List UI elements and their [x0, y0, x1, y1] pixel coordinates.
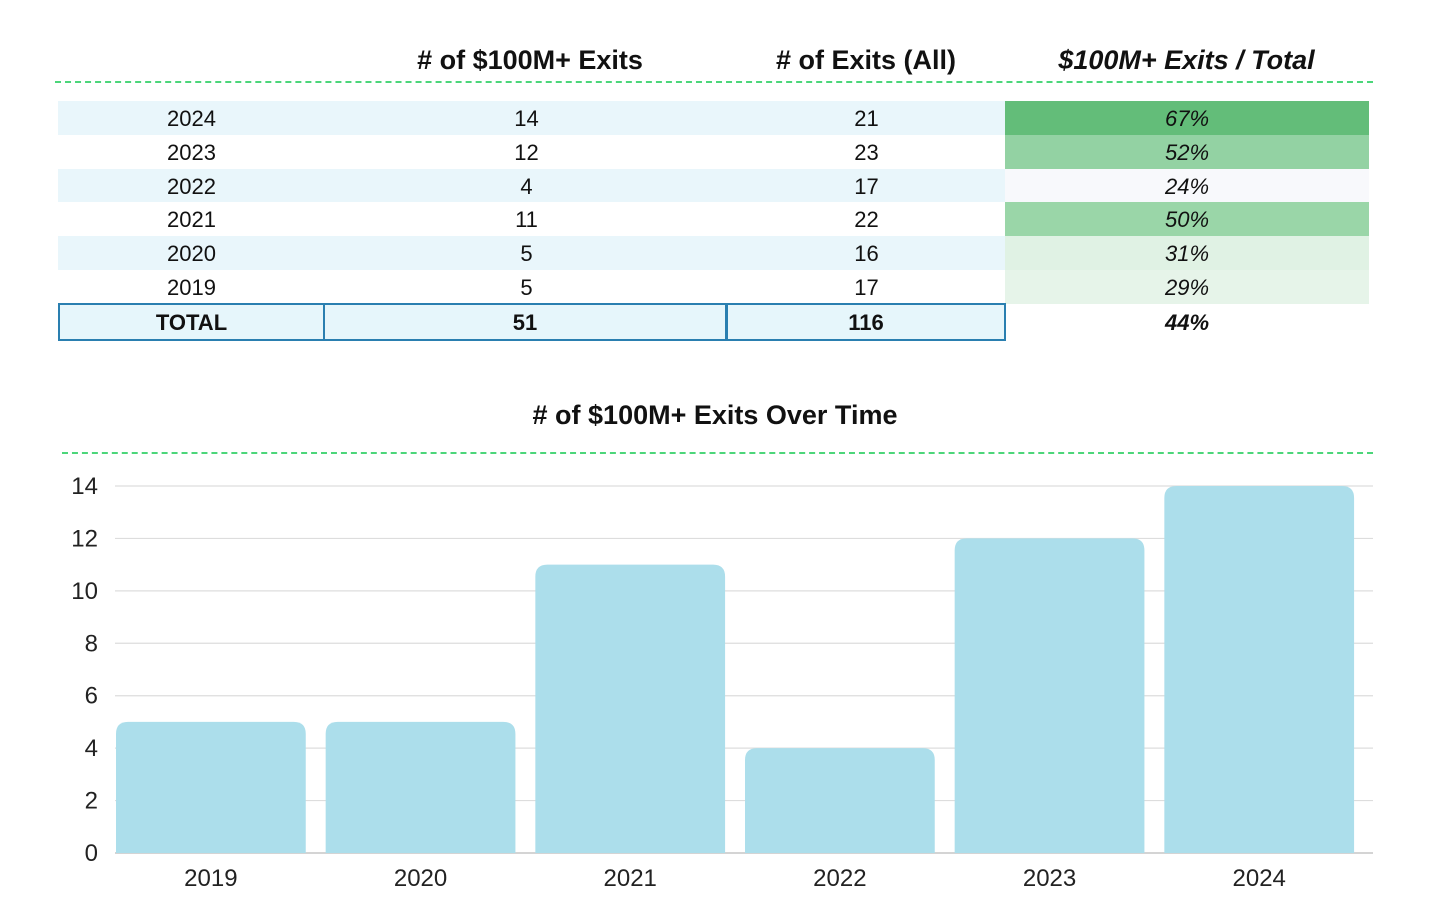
- y-tick-label: 0: [85, 840, 98, 867]
- bar-2019: [116, 721, 306, 853]
- big-exits-cell: 5: [325, 270, 728, 304]
- bar-2021: [535, 564, 726, 853]
- x-tick-label: 2024: [1233, 865, 1286, 892]
- y-tick-label: 12: [71, 525, 98, 552]
- all-exits-cell: 21: [728, 101, 1005, 135]
- header-ratio: $100M+ Exits / Total: [1058, 45, 1315, 75]
- y-tick-label: 4: [85, 735, 98, 762]
- table-row: 2019 5 17 29%: [58, 270, 1369, 304]
- total-all-exits: 116: [726, 303, 1006, 341]
- big-exits-cell: 12: [325, 135, 728, 169]
- bar-2022: [745, 748, 935, 853]
- bar-2023: [954, 538, 1145, 853]
- gridlines: [115, 485, 1373, 854]
- y-tick-label: 10: [71, 578, 98, 605]
- x-tick-label: 2022: [813, 865, 866, 892]
- y-tick-label: 14: [71, 473, 98, 500]
- year-cell: 2021: [58, 202, 325, 236]
- x-tick-label: 2020: [394, 865, 447, 892]
- y-tick-label: 8: [85, 630, 98, 657]
- all-exits-cell: 22: [728, 202, 1005, 236]
- chart-title-divider: [62, 452, 1373, 454]
- year-cell: 2024: [58, 101, 325, 135]
- all-exits-cell: 17: [728, 169, 1005, 203]
- year-cell: 2023: [58, 135, 325, 169]
- total-ratio: 44%: [1164, 310, 1210, 335]
- big-exits-cell: 4: [325, 169, 728, 203]
- chart-title: # of $100M+ Exits Over Time: [532, 400, 898, 430]
- table-row: 2020 5 16 31%: [58, 236, 1369, 270]
- y-tick-label: 2: [85, 788, 98, 815]
- table-row: 2021 11 22 50%: [58, 202, 1369, 236]
- ratio-cell: 31%: [1005, 236, 1369, 270]
- ratio-cell: 67%: [1005, 101, 1369, 135]
- table-row: 2022 4 17 24%: [58, 169, 1369, 203]
- header-divider: [55, 81, 1373, 83]
- total-row: TOTAL 51 116: [58, 303, 1006, 341]
- table-row: 2023 12 23 52%: [58, 135, 1369, 169]
- total-label: TOTAL: [58, 303, 325, 341]
- y-tick-label: 6: [85, 683, 98, 710]
- ratio-cell: 50%: [1005, 202, 1369, 236]
- x-tick-label: 2021: [604, 865, 657, 892]
- year-cell: 2020: [58, 236, 325, 270]
- ratio-cell: 52%: [1005, 135, 1369, 169]
- bar-2024: [1164, 486, 1355, 853]
- x-tick-label: 2019: [184, 865, 237, 892]
- big-exits-cell: 11: [325, 202, 728, 236]
- big-exits-cell: 5: [325, 236, 728, 270]
- all-exits-cell: 23: [728, 135, 1005, 169]
- bars: [116, 486, 1355, 853]
- bar-2020: [325, 721, 516, 853]
- x-axis: 2019 2020 2021 2022 2023 2024: [184, 865, 1286, 892]
- all-exits-cell: 17: [728, 270, 1005, 304]
- big-exits-cell: 14: [325, 101, 728, 135]
- year-cell: 2022: [58, 169, 325, 203]
- header-all-exits: # of Exits (All): [775, 45, 957, 75]
- y-axis: 0 2 4 6 8 10 12 14: [71, 473, 98, 867]
- all-exits-cell: 16: [728, 236, 1005, 270]
- exits-table: # of $100M+ Exits # of Exits (All) $100M…: [0, 0, 1456, 360]
- year-cell: 2019: [58, 270, 325, 304]
- bar-chart: 0 2 4 6 8 10 12 14 2019 2020 2021 2022 2023 2024: [71, 473, 1373, 892]
- total-big-exits: 51: [323, 303, 727, 341]
- ratio-cell: 29%: [1005, 270, 1369, 304]
- ratio-cell: 24%: [1005, 169, 1369, 203]
- table-row: 2024 14 21 67%: [58, 101, 1369, 135]
- x-tick-label: 2023: [1023, 865, 1076, 892]
- header-big-exits: # of $100M+ Exits: [417, 45, 643, 75]
